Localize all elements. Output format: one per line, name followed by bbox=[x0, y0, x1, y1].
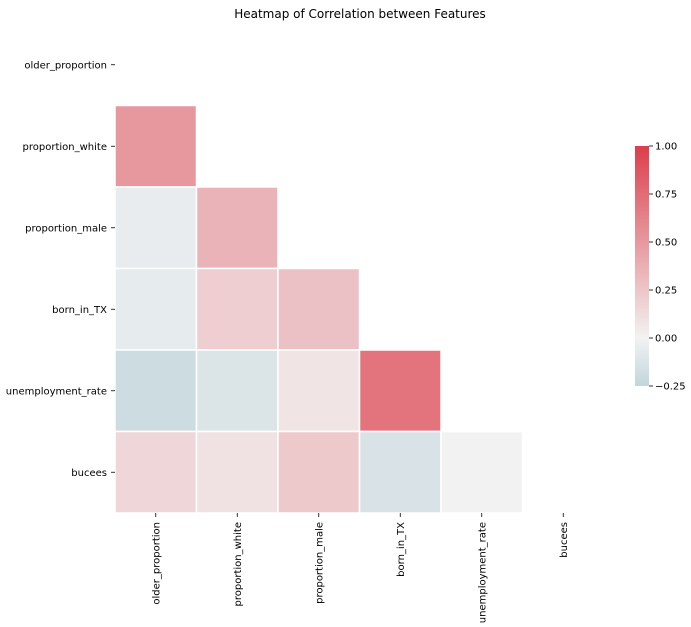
colorbar-gradient bbox=[635, 146, 649, 386]
heatmap-cell-3-2 bbox=[277, 267, 361, 351]
y-axis-ticks: older_proportion proportion_white proporti… bbox=[6, 60, 115, 479]
y-tick-label: bucees bbox=[71, 468, 107, 479]
y-tick-label: born_in_TX bbox=[52, 305, 107, 316]
x-tick-label: proportion_male bbox=[314, 522, 325, 604]
heatmap-cell-4-0 bbox=[114, 349, 198, 433]
heatmap-cell-5-1 bbox=[195, 430, 279, 514]
x-axis-ticks: older_proportion proportion_white proporti… bbox=[151, 513, 570, 623]
y-tick-label: proportion_white bbox=[23, 142, 107, 153]
heatmap-cell-5-4 bbox=[440, 430, 524, 514]
y-tick-label: older_proportion bbox=[24, 60, 107, 71]
y-tick-label: unemployment_rate bbox=[6, 386, 107, 397]
colorbar-tick-label: 0.00 bbox=[655, 334, 677, 345]
x-tick-label: proportion_white bbox=[233, 522, 244, 606]
y-tick-label: proportion_male bbox=[25, 223, 107, 234]
heatmap-cell-5-0 bbox=[114, 430, 198, 514]
colorbar-tick-label: −0.25 bbox=[655, 382, 686, 393]
heatmap-cells bbox=[114, 104, 524, 514]
heatmap-cell-5-2 bbox=[277, 430, 361, 514]
chart-title: Heatmap of Correlation between Features bbox=[234, 7, 486, 21]
x-tick-label: born_in_TX bbox=[396, 522, 407, 577]
heatmap-cell-4-2 bbox=[277, 349, 361, 433]
colorbar-tick-label: 0.50 bbox=[655, 238, 677, 249]
heatmap-cell-4-1 bbox=[195, 349, 279, 433]
x-tick-label: bucees bbox=[559, 522, 570, 558]
heatmap-cell-4-3 bbox=[358, 349, 442, 433]
heatmap-cell-3-0 bbox=[114, 267, 198, 351]
heatmap-cell-2-0 bbox=[114, 186, 198, 270]
colorbar-tick-label: 0.25 bbox=[655, 286, 677, 297]
heatmap-cell-5-3 bbox=[358, 430, 442, 514]
colorbar-tick-label: 0.75 bbox=[655, 190, 677, 201]
colorbar-tick-label: 1.00 bbox=[655, 142, 677, 153]
colorbar: 1.00 0.75 0.50 0.25 0.00 −0.25 bbox=[635, 142, 686, 393]
heatmap-cell-3-1 bbox=[195, 267, 279, 351]
heatmap-cell-1-0 bbox=[114, 104, 198, 188]
x-tick-label: unemployment_rate bbox=[477, 522, 488, 623]
x-tick-label: older_proportion bbox=[151, 522, 162, 605]
heatmap-cell-2-1 bbox=[195, 186, 279, 270]
